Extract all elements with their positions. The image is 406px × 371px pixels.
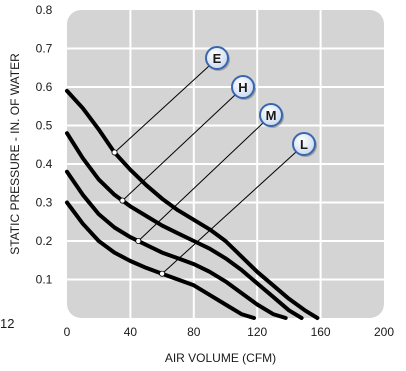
leader-line-l xyxy=(161,151,297,275)
x-tick-label: 160 xyxy=(311,325,331,339)
curve-point-e xyxy=(111,149,118,156)
series-markers: E H M L xyxy=(205,46,317,157)
leader-line-e xyxy=(114,65,210,153)
y-tick-label: 0.7 xyxy=(36,42,53,56)
performance-curves xyxy=(65,88,320,320)
curve-m xyxy=(65,169,288,320)
curve-point-h xyxy=(119,197,126,204)
series-label-e: E xyxy=(213,51,222,66)
plot-area xyxy=(65,10,384,320)
series-label-l: L xyxy=(300,137,308,152)
y-tick-label: 0.6 xyxy=(36,80,53,94)
x-axis-ticks: 0 40 80 120 160 200 xyxy=(64,325,395,339)
series-marker-e xyxy=(205,46,229,70)
series-label-m: M xyxy=(266,108,277,123)
page-number: 12 xyxy=(0,316,15,331)
leader-lines xyxy=(111,65,297,277)
x-tick-label: 120 xyxy=(247,325,267,339)
y-tick-label: 0.8 xyxy=(36,3,53,17)
series-label-h: H xyxy=(238,80,247,95)
series-marker-l xyxy=(292,132,316,156)
x-axis-title: AIR VOLUME (CFM) xyxy=(165,351,276,365)
y-tick-label: 0.3 xyxy=(36,196,53,210)
curve-point-m xyxy=(135,237,142,244)
leader-line-m xyxy=(137,122,264,242)
y-tick-label: 0.1 xyxy=(36,273,53,287)
grid-lines xyxy=(67,10,384,318)
y-tick-label: 0.4 xyxy=(36,157,53,171)
series-marker-h xyxy=(231,75,255,99)
x-tick-label: 200 xyxy=(374,325,394,339)
x-tick-label: 0 xyxy=(64,325,71,339)
curve-h xyxy=(65,131,304,320)
y-axis-title: STATIC PRESSURE - IN. OF WATER xyxy=(8,53,22,255)
series-marker-m xyxy=(259,103,283,127)
curve-e xyxy=(65,88,320,320)
leader-line-h xyxy=(122,94,236,201)
curve-point-l xyxy=(159,270,166,277)
y-tick-label: 0.2 xyxy=(36,234,53,248)
y-tick-label: 0.5 xyxy=(36,119,53,133)
x-tick-label: 40 xyxy=(124,325,138,339)
y-axis-ticks: 0.1 0.2 0.3 0.4 0.5 0.6 0.7 0.8 xyxy=(36,3,53,287)
x-tick-label: 80 xyxy=(187,325,201,339)
